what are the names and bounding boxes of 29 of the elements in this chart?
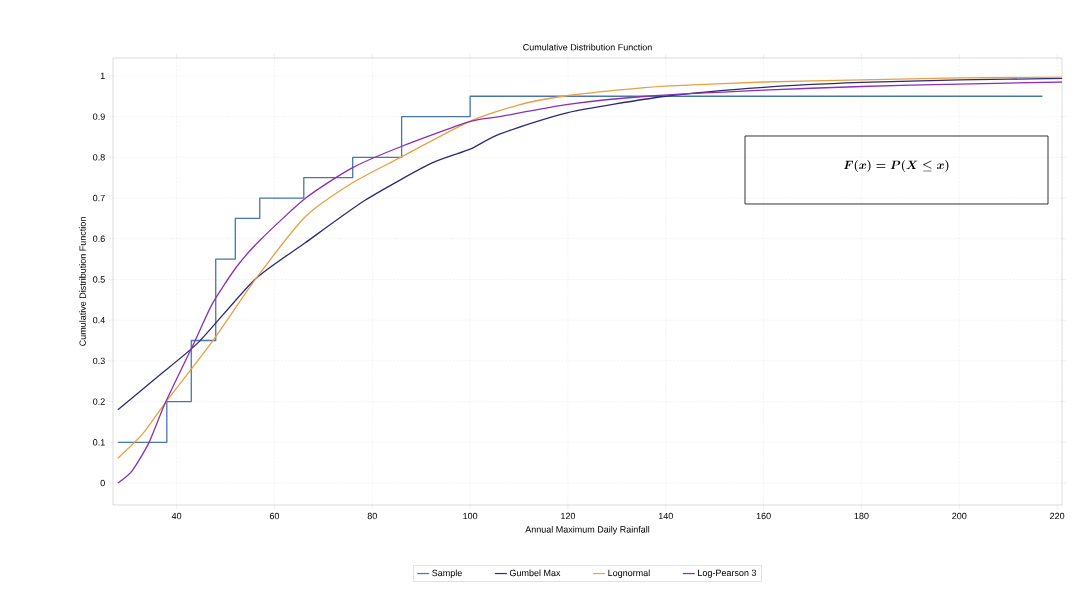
- x-tick-label: 160: [756, 512, 771, 520]
- chart-title: Cumulative Distribution Function: [523, 43, 652, 51]
- legend-label: Log-Pearson 3: [698, 569, 757, 578]
- y-tick-label: 0.4: [93, 316, 105, 324]
- x-tick-label: 220: [1050, 512, 1065, 520]
- y-tick-label: 0.1: [93, 439, 105, 446]
- y-axis-title: Cumulative Distribution Function: [79, 217, 86, 346]
- x-axis-title: Annual Maximum Daily Rainfall: [525, 526, 650, 535]
- x-tick-label: 200: [952, 512, 967, 520]
- y-tick-label: 0.3: [93, 357, 105, 365]
- legend-label: Lognormal: [608, 569, 650, 578]
- y-tick-label: 0.9: [93, 113, 105, 120]
- x-tick-label: 140: [658, 512, 673, 520]
- x-tick-label: 60: [269, 512, 280, 520]
- annotation: $F(x) = P(X \le x)$: [843, 159, 949, 172]
- x-tick-label: 40: [171, 512, 182, 520]
- y-tick-label: 0.5: [93, 276, 105, 283]
- y-tick-label: 0: [100, 479, 105, 487]
- y-tick-label: 1: [100, 72, 105, 79]
- y-tick-label: 0.7: [93, 194, 105, 202]
- legend-label: Sample: [432, 569, 462, 578]
- x-tick-label: 120: [561, 512, 576, 520]
- x-tick-label: 100: [463, 512, 478, 520]
- y-tick-label: 0.8: [93, 154, 105, 161]
- y-tick-label: 0.2: [93, 398, 105, 405]
- legend-label: Gumbel Max: [509, 569, 561, 577]
- x-tick-label: 80: [367, 512, 377, 520]
- x-tick-label: 180: [854, 512, 869, 520]
- y-tick-label: 0.6: [93, 235, 105, 242]
